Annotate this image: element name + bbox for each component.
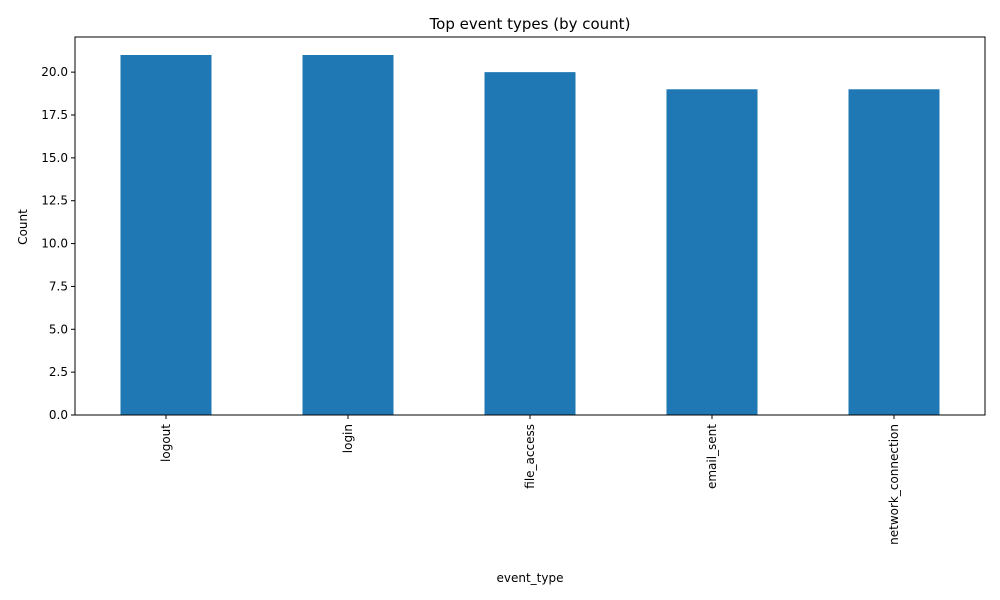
x-axis-label: event_type [497, 571, 564, 585]
bar-network-connection [848, 89, 940, 416]
y-tick-label: 0.0 [49, 408, 68, 422]
y-tick-label: 12.5 [41, 194, 68, 208]
x-tick-label: email_sent [705, 424, 719, 489]
x-tick-label: network_connection [887, 424, 901, 545]
x-tick-label: login [341, 424, 355, 453]
y-tick-label: 10.0 [41, 237, 68, 251]
x-axis: logout login file_access email_sent network_… [159, 415, 901, 545]
chart-title: Top event types (by count) [429, 15, 631, 33]
bar-file-access [484, 72, 576, 416]
y-axis-label: Count [16, 209, 30, 245]
y-tick-label: 2.5 [49, 365, 68, 379]
y-tick-label: 7.5 [49, 279, 68, 293]
y-tick-label: 15.0 [41, 151, 68, 165]
bar-logout [120, 55, 212, 415]
y-axis: 0.0 2.5 5.0 7.5 10.0 12.5 15.0 17.5 20.0 [41, 65, 75, 422]
x-tick-label: file_access [523, 424, 537, 489]
bars-group [120, 55, 940, 416]
bar-email-sent [666, 89, 758, 416]
plot-frame [74, 36, 986, 416]
y-tick-label: 17.5 [41, 108, 68, 122]
y-tick-label: 20.0 [41, 65, 68, 79]
x-tick-label: logout [159, 424, 173, 462]
bar-login [302, 55, 394, 415]
y-tick-label: 5.0 [49, 322, 68, 336]
